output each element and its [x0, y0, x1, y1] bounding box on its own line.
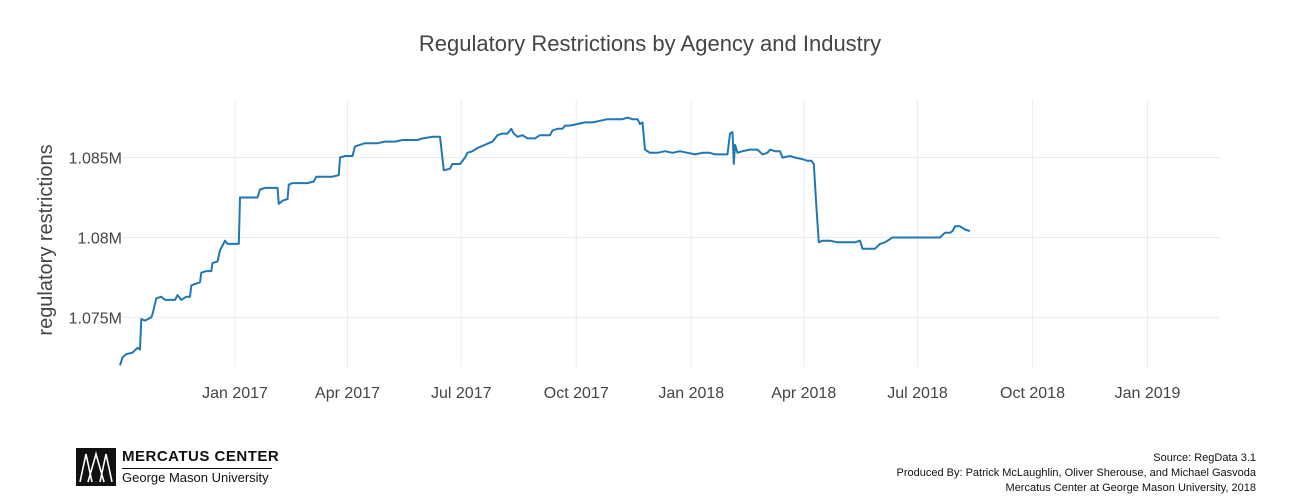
- organization-text: Mercatus Center at George Mason Universi…: [1005, 482, 1256, 494]
- chart-title: Regulatory Restrictions by Agency and In…: [419, 31, 881, 56]
- x-tick-label: Jul 2017: [431, 385, 492, 402]
- produced-by-text: Produced By: Patrick McLaughlin, Oliver …: [896, 467, 1256, 479]
- y-tick-label: 1.08M: [78, 230, 122, 247]
- grid-layer: [120, 100, 1220, 367]
- y-tick-label: 1.075M: [69, 310, 122, 327]
- x-tick-label: Oct 2017: [544, 385, 609, 402]
- x-tick-label: Jan 2019: [1115, 385, 1181, 402]
- x-tick-label: Apr 2017: [315, 385, 380, 402]
- logo-divider: [122, 468, 272, 469]
- tick-layer: Jan 2017 Apr 2017 Jul 2017 Oct 2017 Jan 2018…: [69, 151, 1181, 402]
- series-line-0: [119, 116, 971, 366]
- mercatus-logo: MERCATUS CENTER George Mason University: [76, 448, 280, 486]
- source-text: Source: RegData 3.1: [1153, 452, 1256, 464]
- credits: Source: RegData 3.1 Produced By: Patrick…: [896, 451, 1256, 496]
- logo-subtitle: George Mason University: [122, 470, 269, 485]
- x-tick-label: Jul 2018: [887, 385, 948, 402]
- x-tick-label: Apr 2018: [771, 385, 836, 402]
- x-tick-label: Oct 2018: [1000, 385, 1065, 402]
- logo-name: MERCATUS CENTER: [122, 448, 280, 465]
- y-axis-label: regulatory restrictions: [35, 144, 57, 335]
- x-tick-label: Jan 2017: [202, 385, 268, 402]
- x-tick-label: Jan 2018: [658, 385, 724, 402]
- series-layer: [119, 116, 971, 366]
- y-tick-label: 1.085M: [69, 151, 122, 168]
- mercatus-logo-mark-icon: [76, 448, 116, 486]
- chart: Regulatory Restrictions by Agency and In…: [35, 31, 1220, 402]
